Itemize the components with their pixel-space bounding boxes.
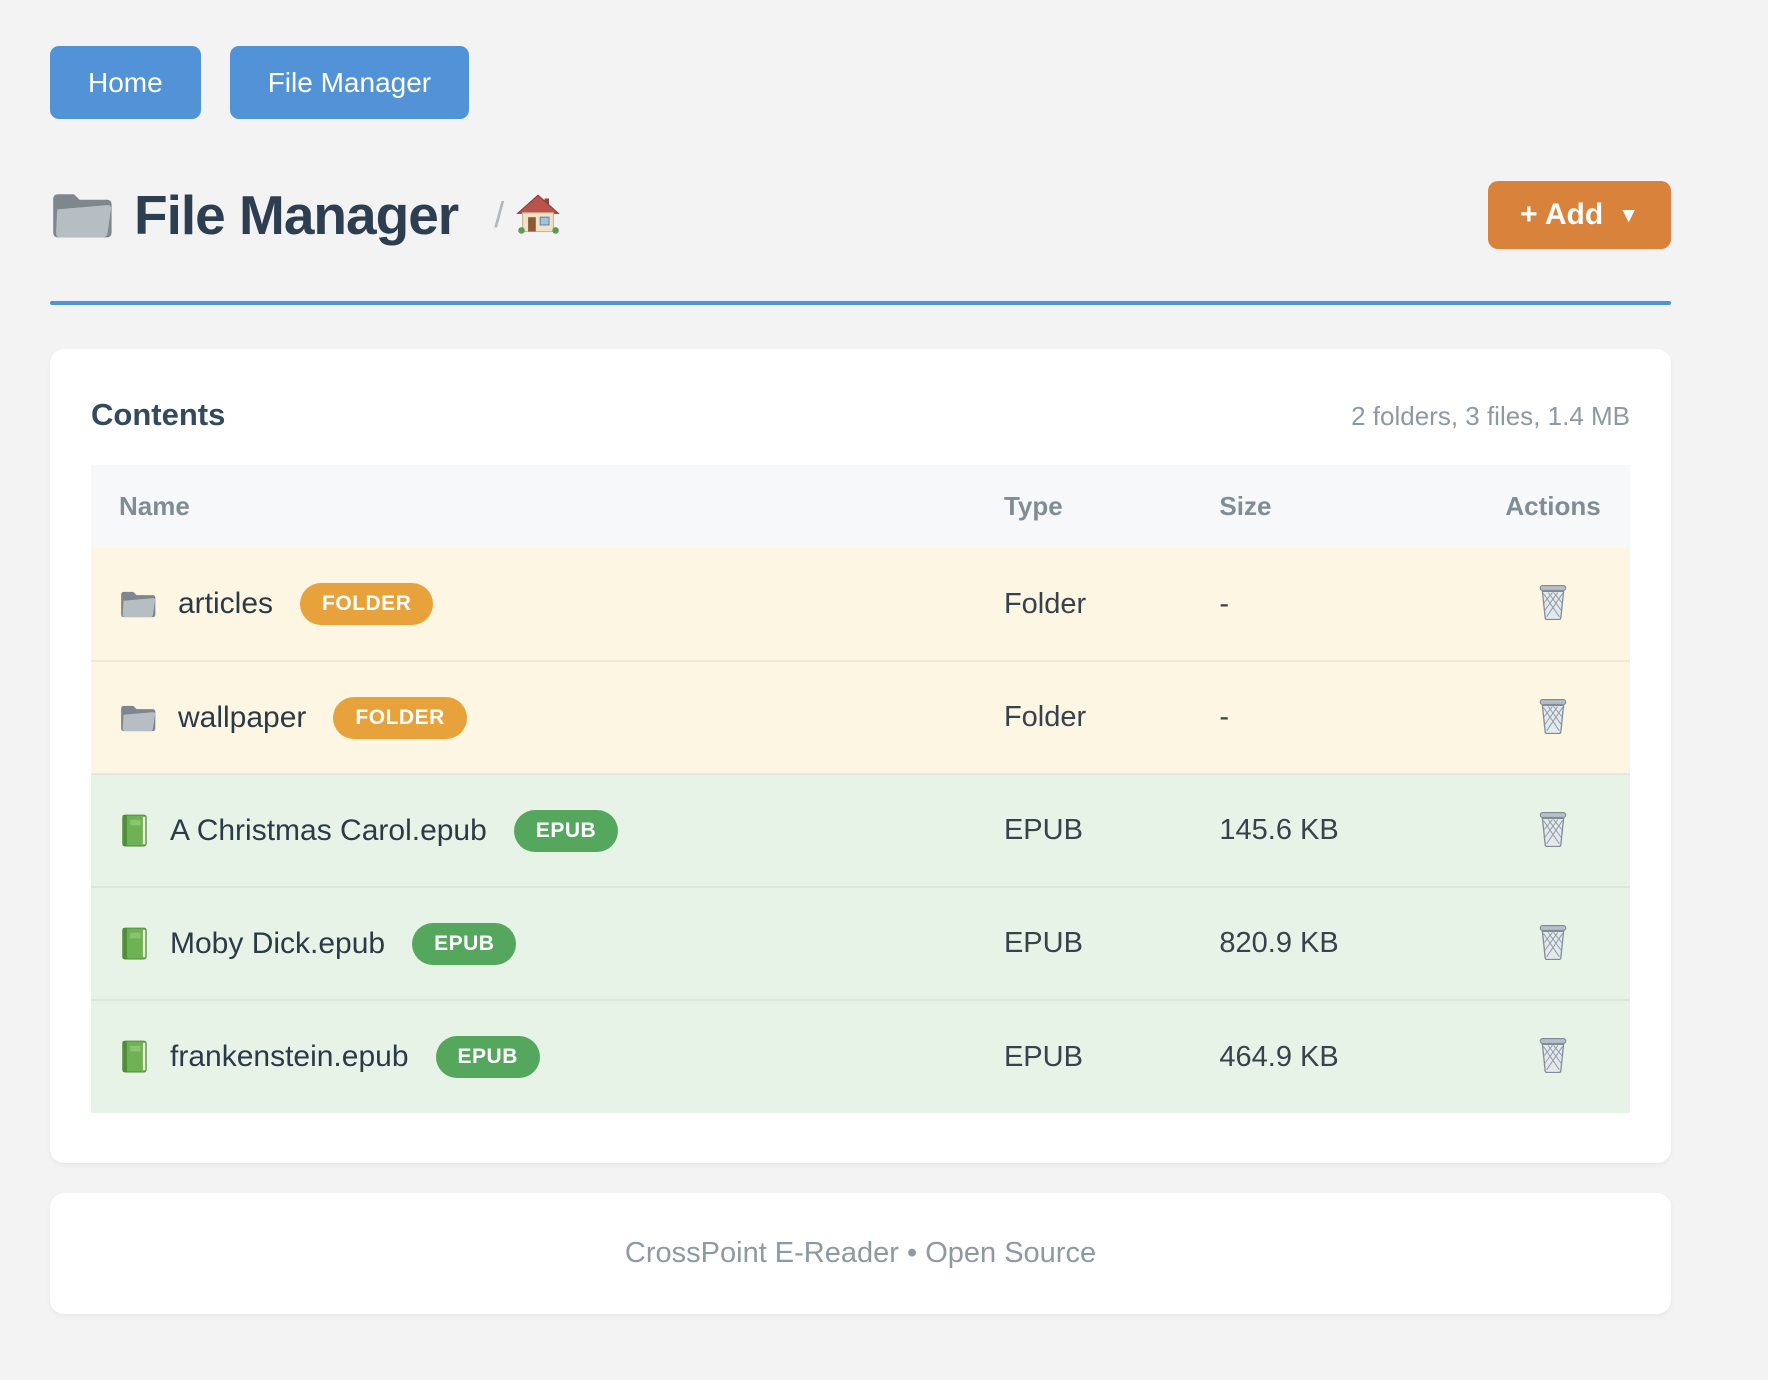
- contents-card: Contents 2 folders, 3 files, 1.4 MB Name…: [50, 349, 1671, 1163]
- table-row[interactable]: Moby Dick.epub EPUB EPUB 820.9 KB: [91, 887, 1630, 1000]
- folder-icon: [119, 703, 157, 733]
- file-size: 820.9 KB: [1191, 887, 1476, 1000]
- trash-icon: [1537, 948, 1569, 963]
- footer-text: CrossPoint E-Reader • Open Source: [625, 1237, 1096, 1269]
- breadcrumb-separator: /: [494, 194, 504, 236]
- type-badge: FOLDER: [300, 583, 433, 625]
- header-divider: [50, 301, 1671, 305]
- file-size: -: [1191, 548, 1476, 661]
- contents-card-header: Contents 2 folders, 3 files, 1.4 MB: [91, 397, 1630, 433]
- file-manager-page: Home File Manager File Manager /: [0, 0, 1768, 1364]
- delete-button[interactable]: [1533, 694, 1573, 738]
- trash-icon: [1537, 722, 1569, 737]
- book-icon: [119, 814, 149, 848]
- page-header: File Manager / + Add ▼: [50, 181, 1671, 249]
- table-row[interactable]: A Christmas Carol.epub EPUB EPUB 145.6 K…: [91, 774, 1630, 887]
- file-type: EPUB: [976, 887, 1191, 1000]
- contents-title: Contents: [91, 397, 225, 433]
- column-header-actions: Actions: [1476, 465, 1630, 548]
- delete-button[interactable]: [1533, 1033, 1573, 1077]
- nav-home-button[interactable]: Home: [50, 46, 201, 119]
- type-badge: EPUB: [412, 923, 516, 965]
- file-size: 145.6 KB: [1191, 774, 1476, 887]
- file-type: Folder: [976, 661, 1191, 774]
- breadcrumb: /: [494, 193, 560, 237]
- file-name[interactable]: wallpaper: [178, 701, 306, 735]
- table-header-row: Name Type Size Actions: [91, 465, 1630, 548]
- column-header-name: Name: [91, 465, 976, 548]
- footer: CrossPoint E-Reader • Open Source: [50, 1193, 1671, 1314]
- type-badge: EPUB: [436, 1036, 540, 1078]
- book-icon: [119, 1040, 149, 1074]
- file-type: EPUB: [976, 774, 1191, 887]
- house-icon[interactable]: [516, 193, 560, 237]
- table-row[interactable]: wallpaper FOLDER Folder -: [91, 661, 1630, 774]
- table-body: articles FOLDER Folder -: [91, 548, 1630, 1113]
- type-badge: EPUB: [514, 810, 618, 852]
- folder-icon: [119, 589, 157, 619]
- file-size: -: [1191, 661, 1476, 774]
- page-title: File Manager: [134, 183, 458, 247]
- file-type: EPUB: [976, 1000, 1191, 1113]
- chevron-down-icon: ▼: [1618, 205, 1639, 226]
- type-badge: FOLDER: [333, 697, 466, 739]
- delete-button[interactable]: [1533, 807, 1573, 851]
- trash-icon: [1537, 835, 1569, 850]
- file-name[interactable]: articles: [178, 587, 273, 621]
- delete-button[interactable]: [1533, 580, 1573, 624]
- add-button[interactable]: + Add ▼: [1488, 181, 1671, 249]
- column-header-size: Size: [1191, 465, 1476, 548]
- trash-icon: [1537, 608, 1569, 623]
- trash-icon: [1537, 1061, 1569, 1076]
- column-header-type: Type: [976, 465, 1191, 548]
- top-nav: Home File Manager: [50, 46, 1671, 119]
- book-icon: [119, 927, 149, 961]
- file-name[interactable]: frankenstein.epub: [170, 1040, 409, 1074]
- files-table: Name Type Size Actions: [91, 465, 1630, 1113]
- add-button-label: + Add: [1520, 198, 1603, 232]
- file-size: 464.9 KB: [1191, 1000, 1476, 1113]
- delete-button[interactable]: [1533, 920, 1573, 964]
- table-row[interactable]: frankenstein.epub EPUB EPUB 464.9 KB: [91, 1000, 1630, 1113]
- folder-icon: [50, 189, 114, 241]
- file-name[interactable]: Moby Dick.epub: [170, 927, 385, 961]
- table-row[interactable]: articles FOLDER Folder -: [91, 548, 1630, 661]
- nav-file-manager-button[interactable]: File Manager: [230, 46, 469, 119]
- contents-summary: 2 folders, 3 files, 1.4 MB: [1351, 401, 1630, 432]
- file-name[interactable]: A Christmas Carol.epub: [170, 814, 487, 848]
- file-type: Folder: [976, 548, 1191, 661]
- title-group: File Manager /: [50, 183, 560, 247]
